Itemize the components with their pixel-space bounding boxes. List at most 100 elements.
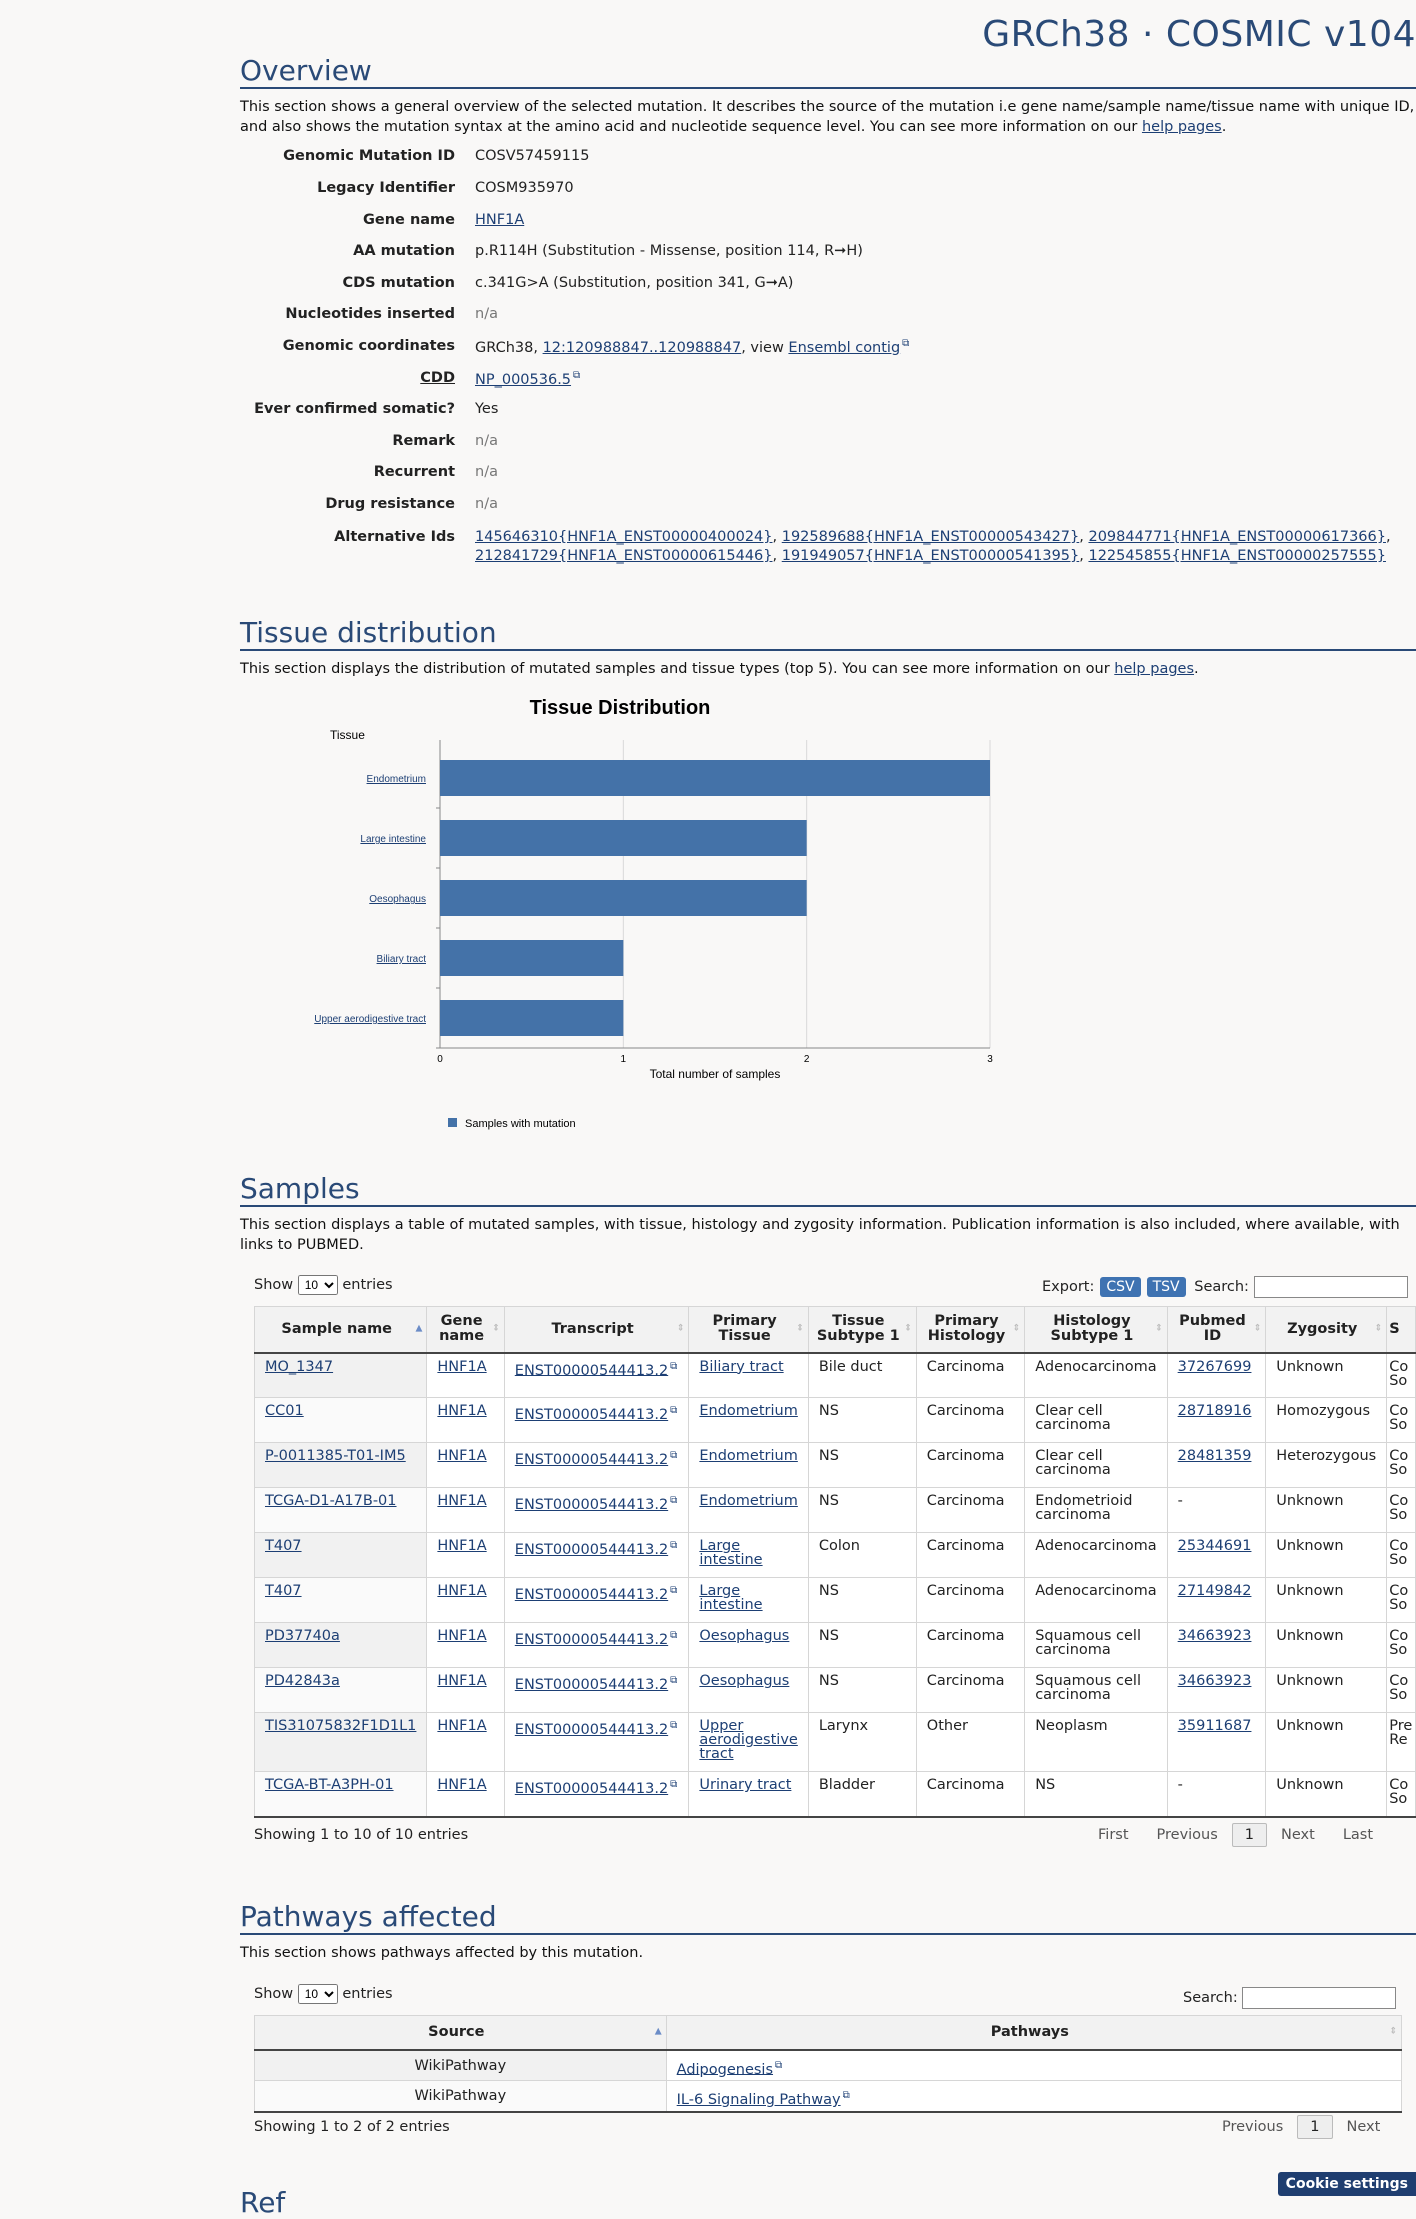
transcript-link[interactable]: ENST00000544413.2 (514, 1676, 669, 1693)
drug-resistance: n/a (475, 496, 498, 512)
gene-link[interactable]: HNF1A (437, 1538, 487, 1554)
help-pages-link[interactable]: help pages (1141, 119, 1222, 135)
samples-page-size-select[interactable]: 10 (297, 1275, 338, 1295)
gene-link[interactable]: HNF1A (437, 1777, 487, 1793)
tissue-link[interactable]: Urinary tract (699, 1777, 792, 1793)
pubmed-link[interactable]: 34663923 (1177, 1628, 1252, 1644)
column-header-gene-name[interactable]: Gene name ⇕ (426, 1306, 505, 1354)
transcript-link[interactable]: ENST00000544413.2 (514, 1362, 669, 1379)
sample-name-link[interactable]: TCGA-BT-A3PH-01 (265, 1777, 394, 1793)
transcript-link[interactable]: ENST00000544413.2 (514, 1631, 669, 1648)
column-header-pubmed-id[interactable]: Pubmed ID ⇕ (1167, 1306, 1267, 1354)
pubmed-link[interactable]: 25344691 (1177, 1538, 1252, 1554)
pubmed-link[interactable]: 27149842 (1177, 1583, 1252, 1599)
gene-link[interactable]: HNF1A (437, 1358, 487, 1375)
sample-name-link[interactable]: MO_1347 (265, 1358, 334, 1375)
pubmed-id-cell: 34663923 (1167, 1667, 1267, 1713)
pubmed-link[interactable]: 28481359 (1177, 1448, 1252, 1464)
alternative-id-link[interactable]: 212841729{HNF1A_ENST00000615446} (475, 548, 773, 564)
row-alternative-ids: Alternative Ids 145646310{HNF1A_ENST0000… (334, 529, 1391, 564)
pagination-first[interactable]: First (1098, 1827, 1129, 1843)
samples-search-input[interactable] (1253, 1276, 1408, 1298)
gene-link[interactable]: HNF1A (437, 1583, 487, 1599)
export-tsv-button[interactable]: TSV (1146, 1277, 1186, 1297)
tissue-link[interactable]: Endometrium (699, 1448, 798, 1464)
cdd-link[interactable]: NP_000536.5 (475, 371, 572, 388)
pagination-next[interactable]: Next (1346, 2119, 1381, 2135)
pagination-last[interactable]: Last (1342, 1827, 1374, 1843)
genomic-coordinates-link[interactable]: 12:120988847..120988847 (542, 339, 742, 356)
ensembl-contig-link[interactable]: Ensembl contig (788, 339, 901, 356)
cdd-label[interactable]: CDD (420, 370, 455, 386)
pagination-previous[interactable]: Previous (1156, 1827, 1218, 1843)
pubmed-link[interactable]: 37267699 (1177, 1358, 1252, 1375)
pathway-link[interactable]: Adipogenesis (676, 2061, 774, 2078)
pathways-page-size-select[interactable]: 10 (297, 1984, 338, 2004)
help-pages-link[interactable]: help pages (1114, 661, 1195, 677)
gene-link[interactable]: HNF1A (437, 1493, 487, 1509)
gene-name-link[interactable]: HNF1A (475, 212, 525, 228)
pubmed-link[interactable]: 34663923 (1177, 1673, 1252, 1689)
sample-name-link[interactable]: PD42843a (265, 1673, 340, 1689)
transcript-link[interactable]: ENST00000544413.2 (514, 1586, 669, 1603)
gene-link[interactable]: HNF1A (437, 1673, 487, 1689)
alternative-id-link[interactable]: 122545855{HNF1A_ENST00000257555} (1088, 548, 1386, 564)
gene-link[interactable]: HNF1A (437, 1448, 487, 1464)
sample-name-link[interactable]: TCGA-D1-A17B-01 (265, 1493, 397, 1509)
samples-length-control: Show 10 entries (254, 1275, 393, 1295)
pagination-next[interactable]: Next (1281, 1827, 1315, 1843)
gene-link[interactable]: HNF1A (437, 1403, 487, 1419)
column-header-pathways[interactable]: Pathways ⇕ (666, 2015, 1403, 2051)
column-header-sample-name[interactable]: Sample name ▲ (253, 1306, 428, 1354)
tissue-link[interactable]: Upper aerodigestive tract (699, 1718, 798, 1762)
column-header-source[interactable]: Source ▲ (254, 2015, 667, 2051)
tissue-link[interactable]: Large intestine (699, 1583, 763, 1613)
sample-name-link[interactable]: CC01 (265, 1403, 304, 1419)
alternative-id-link[interactable]: 191949057{HNF1A_ENST00000541395} (781, 548, 1080, 564)
y-axis-label: Tissue (330, 728, 365, 742)
pagination-previous[interactable]: Previous (1222, 2119, 1284, 2135)
sample-name-link[interactable]: TIS31075832F1D1L1 (265, 1718, 417, 1734)
tissue-link[interactable]: Endometrium (699, 1403, 798, 1419)
column-header-primary-histology[interactable]: Primary Histology ⇕ (916, 1306, 1026, 1354)
bar (440, 760, 990, 796)
alternative-id-link[interactable]: 145646310{HNF1A_ENST00000400024} (475, 529, 773, 545)
tissue-link[interactable]: Oesophagus (699, 1673, 790, 1689)
pathway-link[interactable]: IL-6 Signaling Pathway (676, 2091, 841, 2108)
gene-link[interactable]: HNF1A (437, 1718, 487, 1734)
export-csv-button[interactable]: CSV (1100, 1277, 1141, 1297)
pubmed-link[interactable]: 35911687 (1177, 1718, 1252, 1734)
sample-name-link[interactable]: PD37740a (265, 1628, 340, 1644)
tissue-link[interactable]: Oesophagus (699, 1628, 790, 1644)
samples-pagination: First Previous 1 Next Last (1084, 1823, 1387, 1847)
pagination-page-1[interactable]: 1 (1297, 2115, 1333, 2139)
transcript-link[interactable]: ENST00000544413.2 (514, 1721, 669, 1738)
pagination-page-1[interactable]: 1 (1231, 1823, 1268, 1847)
column-header-truncated[interactable]: S (1386, 1306, 1416, 1354)
pubmed-link[interactable]: 28718916 (1177, 1403, 1252, 1419)
sample-name-link[interactable]: P-0011385-T01-IM5 (265, 1448, 406, 1464)
histology-subtype-cell: NS (1024, 1771, 1168, 1818)
sample-name-link[interactable]: T407 (265, 1538, 302, 1554)
column-header-zygosity[interactable]: Zygosity ⇕ (1265, 1306, 1388, 1354)
tissue-link[interactable]: Endometrium (699, 1493, 798, 1509)
column-header-histology-subtype[interactable]: Histology Subtype 1 ⇕ (1024, 1306, 1168, 1354)
sample-name-cell: TCGA-D1-A17B-01 (253, 1487, 428, 1533)
gene-link[interactable]: HNF1A (437, 1628, 487, 1644)
column-header-transcript[interactable]: Transcript ⇕ (504, 1306, 690, 1354)
column-header-tissue-subtype[interactable]: Tissue Subtype 1 ⇕ (808, 1306, 917, 1354)
tissue-link[interactable]: Large intestine (699, 1538, 763, 1568)
transcript-link[interactable]: ENST00000544413.2 (514, 1406, 669, 1423)
cookie-settings-button[interactable]: Cookie settings (1277, 2172, 1416, 2196)
alternative-id-link[interactable]: 192589688{HNF1A_ENST00000543427} (781, 529, 1080, 545)
alternative-id-link[interactable]: 209844771{HNF1A_ENST00000617366} (1088, 529, 1386, 545)
transcript-link[interactable]: ENST00000544413.2 (514, 1780, 669, 1797)
sample-name-link[interactable]: T407 (265, 1583, 302, 1599)
tissue-link[interactable]: Biliary tract (699, 1358, 784, 1375)
transcript-link[interactable]: ENST00000544413.2 (514, 1541, 669, 1558)
pathways-search-input[interactable] (1242, 1987, 1397, 2009)
transcript-link[interactable]: ENST00000544413.2 (514, 1451, 669, 1468)
column-header-primary-tissue[interactable]: Primary Tissue ⇕ (688, 1306, 809, 1354)
transcript-link[interactable]: ENST00000544413.2 (514, 1496, 669, 1513)
table-row: PD42843a HNF1A ENST00000544413.2 ⧉ Oesophagu… (253, 1667, 1416, 1713)
